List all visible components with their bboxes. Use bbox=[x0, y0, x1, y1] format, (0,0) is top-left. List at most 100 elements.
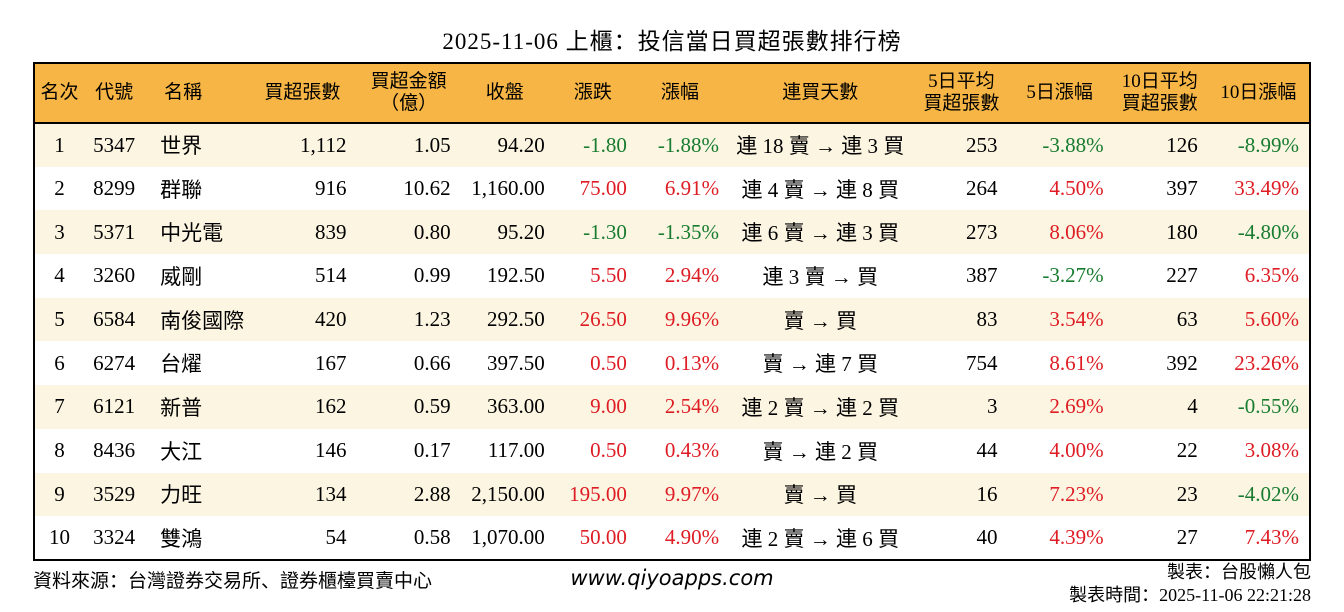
cell-pct10: 6.35% bbox=[1244, 263, 1299, 288]
col-header-chgpct: 漲幅 bbox=[634, 63, 726, 124]
cell-amt: 2.88 bbox=[413, 481, 451, 506]
cell-close: 292.50 bbox=[487, 307, 545, 332]
cell-pct10: 23.26% bbox=[1234, 350, 1299, 375]
cell-name: 世界 bbox=[160, 134, 203, 159]
cell-amt: 0.66 bbox=[413, 350, 451, 375]
cell-vol: 514 bbox=[315, 263, 347, 288]
cell-amt: 1.05 bbox=[413, 132, 451, 157]
col-header-streak: 連買天數 bbox=[725, 63, 916, 124]
cell-pct5: -3.88% bbox=[1042, 132, 1104, 157]
col-header-vol: 買超張數 bbox=[246, 63, 359, 124]
cell-pct10: -8.99% bbox=[1237, 132, 1299, 157]
col-header-pct10: 10日漲幅 bbox=[1207, 63, 1310, 124]
cell-vol: 167 bbox=[315, 350, 347, 375]
cell-chgpct: 0.43% bbox=[664, 438, 720, 463]
cell-amt: 1.23 bbox=[413, 307, 451, 332]
cell-code: 6274 bbox=[93, 350, 136, 375]
cell-code: 3324 bbox=[93, 525, 136, 550]
table-header-row: 名次 代號 名稱 買超張數 買超金額 （億） 收盤 漲跌 漲幅 連買天數 5日平均 買超張數 5日漲… bbox=[34, 63, 1310, 124]
cell-vol: 54 bbox=[325, 525, 347, 550]
cell-vol: 1,112 bbox=[300, 132, 347, 157]
ranking-table: 名次 代號 名稱 買超張數 買超金額 （億） 收盤 漲跌 漲幅 連買天數 5日平均 買超張數 5日漲… bbox=[33, 62, 1311, 561]
cell-pct5: 3.54% bbox=[1049, 307, 1104, 332]
cell-chgpct: 2.94% bbox=[664, 263, 720, 288]
cell-avg10: 27 bbox=[1176, 525, 1198, 550]
cell-chgpct: 0.13% bbox=[664, 350, 720, 375]
cell-pct5: 4.50% bbox=[1049, 176, 1104, 201]
cell-chg: 75.00 bbox=[579, 176, 627, 201]
cell-chg: 26.50 bbox=[579, 307, 627, 332]
cell-close: 192.50 bbox=[487, 263, 545, 288]
cell-close: 95.20 bbox=[497, 219, 545, 244]
cell-pct10: 7.43% bbox=[1244, 525, 1299, 550]
cell-chg: 0.50 bbox=[590, 438, 627, 463]
cell-rank: 2 bbox=[54, 176, 65, 201]
cell-amt: 0.59 bbox=[413, 394, 451, 419]
cell-close: 117.00 bbox=[487, 438, 545, 463]
cell-vol: 146 bbox=[315, 438, 347, 463]
cell-avg10: 397 bbox=[1166, 176, 1198, 201]
cell-amt: 0.99 bbox=[413, 263, 451, 288]
cell-vol: 916 bbox=[315, 176, 347, 201]
cell-avg5: 754 bbox=[966, 350, 998, 375]
cell-name: 力旺 bbox=[160, 483, 203, 508]
cell-pct10: 33.49% bbox=[1234, 176, 1299, 201]
cell-amt: 0.17 bbox=[413, 438, 451, 463]
cell-chg: 9.00 bbox=[590, 394, 627, 419]
cell-streak: 賣 → 連 2 買 bbox=[762, 439, 878, 464]
data-source-note: 資料來源：台灣證券交易所、證券櫃檯買賣中心 bbox=[33, 571, 433, 592]
cell-streak: 連 18 賣 → 連 3 買 bbox=[736, 134, 905, 159]
cell-avg5: 83 bbox=[976, 307, 998, 332]
table-row: 8 8436 大江 146 0.17 117.00 0.50 0.43% 賣 → 連 2 買 44… bbox=[34, 428, 1310, 473]
col-header-name: 名稱 bbox=[144, 63, 247, 124]
cell-close: 363.00 bbox=[487, 394, 545, 419]
cell-amt: 0.58 bbox=[413, 525, 451, 550]
cell-avg5: 273 bbox=[966, 219, 998, 244]
cell-streak: 連 2 賣 → 連 6 買 bbox=[741, 526, 899, 551]
cell-streak: 連 6 賣 → 連 3 買 bbox=[741, 221, 899, 246]
cell-code: 3260 bbox=[93, 263, 136, 288]
cell-rank: 8 bbox=[54, 438, 65, 463]
cell-avg10: 180 bbox=[1166, 219, 1198, 244]
cell-avg5: 16 bbox=[976, 481, 998, 506]
cell-code: 8299 bbox=[93, 176, 136, 201]
cell-rank: 4 bbox=[54, 263, 65, 288]
col-header-rank: 名次 bbox=[34, 63, 85, 124]
cell-chgpct: 2.54% bbox=[664, 394, 720, 419]
cell-avg10: 63 bbox=[1176, 307, 1198, 332]
cell-pct5: 8.61% bbox=[1049, 350, 1104, 375]
cell-avg5: 387 bbox=[966, 263, 998, 288]
cell-chg: -1.30 bbox=[583, 219, 627, 244]
cell-avg10: 392 bbox=[1166, 350, 1198, 375]
cell-rank: 1 bbox=[54, 132, 65, 157]
cell-close: 94.20 bbox=[497, 132, 545, 157]
cell-chg: 195.00 bbox=[569, 481, 627, 506]
cell-chgpct: -1.88% bbox=[657, 132, 720, 157]
cell-rank: 5 bbox=[54, 307, 65, 332]
cell-vol: 839 bbox=[315, 219, 347, 244]
table-row: 7 6121 新普 162 0.59 363.00 9.00 2.54% 連 2 賣 → 連 2… bbox=[34, 385, 1310, 429]
cell-rank: 9 bbox=[54, 481, 65, 506]
cell-rank: 7 bbox=[54, 394, 65, 419]
cell-code: 3529 bbox=[93, 481, 136, 506]
cell-chg: 5.50 bbox=[590, 263, 627, 288]
cell-rank: 6 bbox=[54, 350, 65, 375]
cell-vol: 134 bbox=[315, 481, 347, 506]
cell-name: 大江 bbox=[160, 439, 203, 464]
cell-name: 威剛 bbox=[160, 264, 203, 289]
cell-chgpct: 9.96% bbox=[664, 307, 720, 332]
cell-streak: 賣 → 買 bbox=[783, 483, 857, 508]
cell-close: 1,160.00 bbox=[471, 176, 545, 201]
cell-avg5: 253 bbox=[966, 132, 998, 157]
cell-avg10: 126 bbox=[1166, 132, 1198, 157]
cell-avg5: 40 bbox=[976, 525, 998, 550]
table-row: 6 6274 台燿 167 0.66 397.50 0.50 0.13% 賣 → 連 7 買 75… bbox=[34, 341, 1310, 386]
cell-close: 1,070.00 bbox=[471, 525, 545, 550]
cell-streak: 連 4 賣 → 連 8 買 bbox=[741, 177, 899, 202]
page-title: 2025-11-06 上櫃：投信當日買超張數排行榜 bbox=[442, 29, 902, 54]
cell-code: 6121 bbox=[93, 394, 136, 419]
cell-chgpct: 9.97% bbox=[664, 481, 720, 506]
cell-name: 群聯 bbox=[160, 177, 203, 202]
cell-pct10: -0.55% bbox=[1237, 394, 1299, 419]
cell-avg10: 4 bbox=[1187, 394, 1198, 419]
